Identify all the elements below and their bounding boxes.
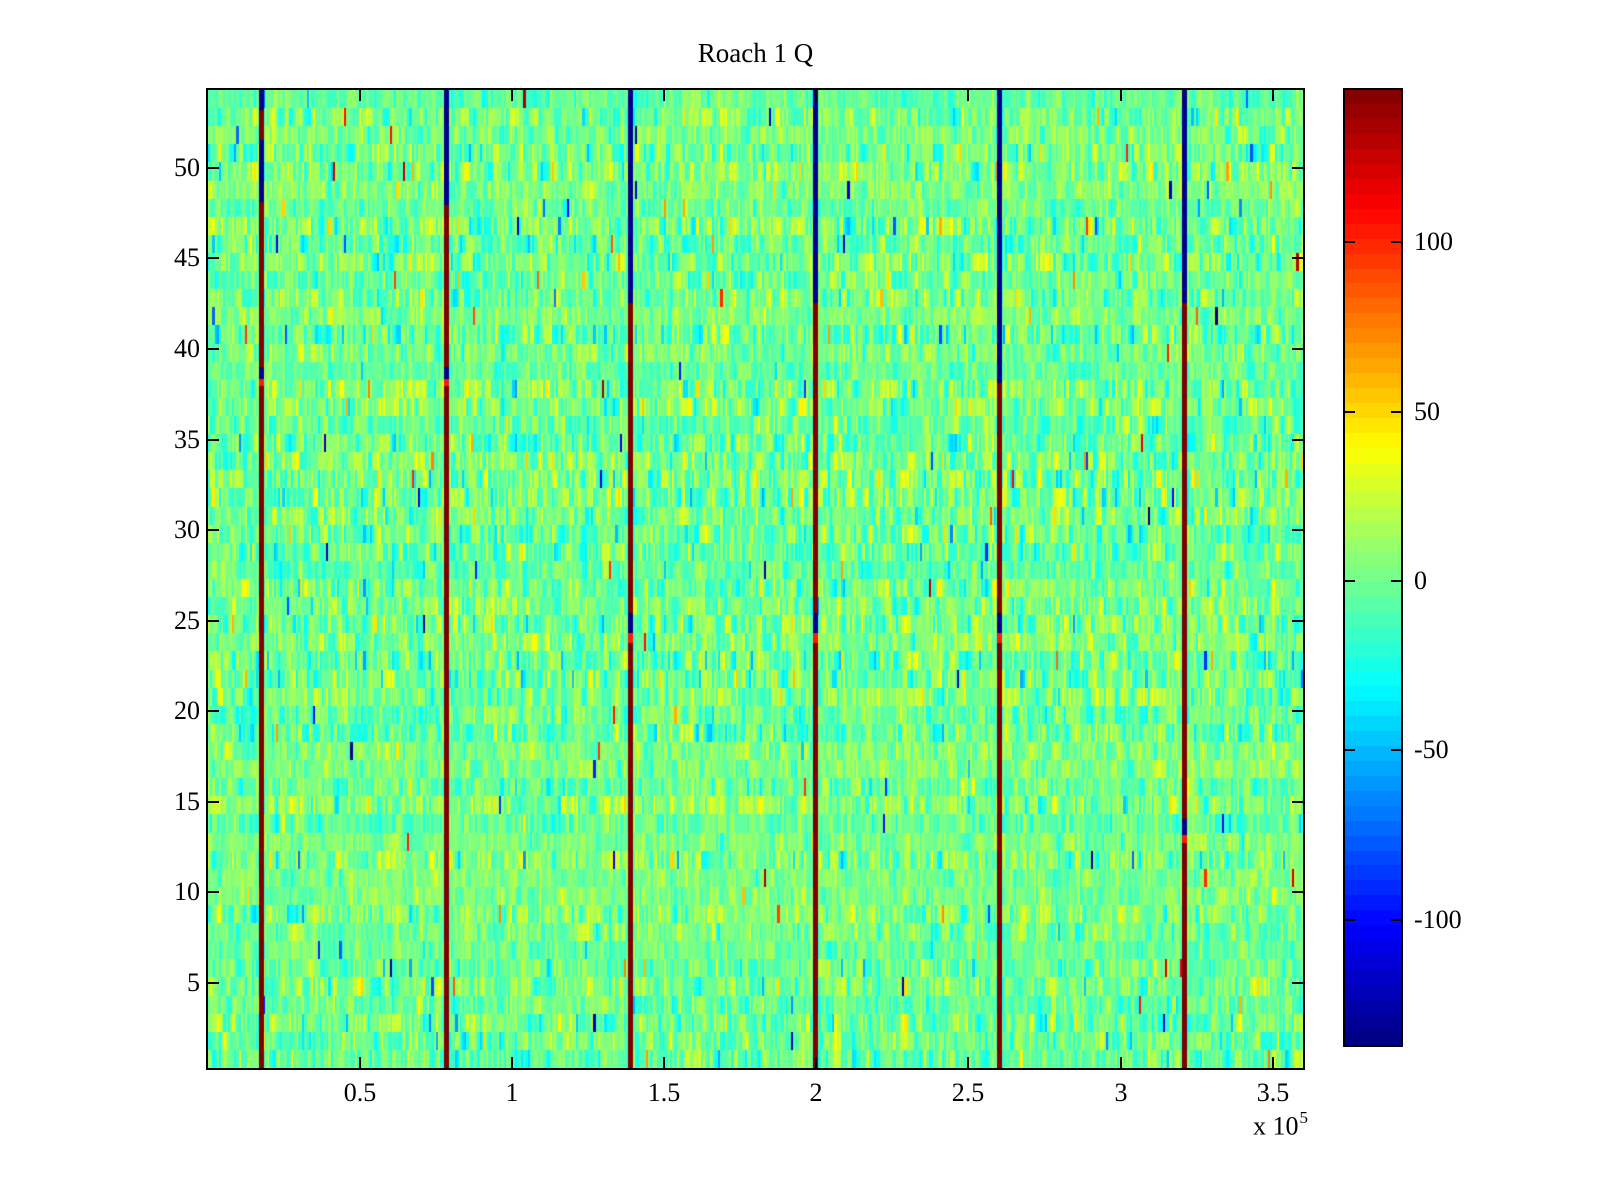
y-tick-label: 45	[174, 243, 200, 272]
tick-mark	[208, 529, 219, 531]
y-tick-label: 40	[174, 334, 200, 363]
exponent-power-text: 5	[1299, 1108, 1309, 1127]
tick-mark	[1292, 620, 1303, 622]
y-tick-label: 5	[187, 968, 200, 997]
exponent-base-text: x 10	[1253, 1111, 1299, 1141]
y-tick-label: 20	[174, 696, 200, 725]
tick-mark	[1292, 529, 1303, 531]
tick-mark	[208, 710, 219, 712]
x-tick-label: 3	[1114, 1078, 1128, 1107]
x-tick-label: 0.5	[343, 1078, 377, 1107]
tick-mark	[208, 439, 219, 441]
x-axis-exponent-label: x 105	[1170, 1108, 1309, 1142]
colorbar-box	[1343, 88, 1403, 1047]
tick-mark	[1120, 1057, 1122, 1068]
tick-mark	[663, 1057, 665, 1068]
tick-mark	[815, 90, 817, 101]
plot-axes-box	[206, 88, 1305, 1070]
tick-mark	[663, 90, 665, 101]
colorbar-tick-mark	[1345, 749, 1355, 751]
colorbar-tick-label: 0	[1414, 566, 1427, 595]
colorbar-tick-mark	[1391, 580, 1401, 582]
colorbar-tick-label: -50	[1414, 735, 1449, 764]
x-tick-label: 1.5	[647, 1078, 681, 1107]
tick-mark	[967, 90, 969, 101]
tick-mark	[815, 1057, 817, 1068]
colorbar-tick-label: 50	[1414, 397, 1440, 426]
tick-mark	[208, 257, 219, 259]
y-tick-label: 10	[174, 877, 200, 906]
tick-mark	[208, 167, 219, 169]
y-tick-label: 25	[174, 606, 200, 635]
tick-mark	[1292, 167, 1303, 169]
tick-mark	[208, 982, 219, 984]
colorbar-tick-mark	[1391, 411, 1401, 413]
colorbar-tick-label: 100	[1414, 227, 1453, 256]
tick-mark	[359, 90, 361, 101]
tick-mark	[208, 801, 219, 803]
tick-mark	[1292, 982, 1303, 984]
tick-mark	[208, 348, 219, 350]
tick-mark	[359, 1057, 361, 1068]
x-tick-label: 2	[809, 1078, 823, 1107]
tick-mark	[1292, 257, 1303, 259]
colorbar-canvas	[1345, 90, 1401, 1045]
tick-mark	[1120, 90, 1122, 101]
tick-mark	[1292, 439, 1303, 441]
tick-mark	[1292, 801, 1303, 803]
tick-mark	[1272, 90, 1274, 101]
tick-mark	[967, 1057, 969, 1068]
y-tick-label: 15	[174, 787, 200, 816]
y-tick-label: 30	[174, 515, 200, 544]
tick-mark	[1292, 348, 1303, 350]
tick-mark	[208, 891, 219, 893]
tick-mark	[1272, 1057, 1274, 1068]
colorbar-tick-mark	[1345, 411, 1355, 413]
colorbar-tick-mark	[1345, 580, 1355, 582]
y-tick-label: 35	[174, 425, 200, 454]
tick-mark	[511, 1057, 513, 1068]
tick-mark	[208, 620, 219, 622]
x-tick-label: 3.5	[1256, 1078, 1290, 1107]
tick-mark	[511, 90, 513, 101]
x-tick-label: 1	[505, 1078, 519, 1107]
colorbar-tick-mark	[1391, 749, 1401, 751]
heatmap-canvas	[208, 90, 1303, 1068]
x-tick-label: 2.5	[951, 1078, 985, 1107]
colorbar-tick-mark	[1391, 919, 1401, 921]
colorbar-tick-label: -100	[1414, 905, 1462, 934]
chart-title: Roach 1 Q	[697, 38, 814, 68]
colorbar-tick-mark	[1345, 241, 1355, 243]
y-tick-label: 50	[174, 153, 200, 182]
colorbar-tick-mark	[1345, 919, 1355, 921]
colorbar-tick-mark	[1391, 241, 1401, 243]
tick-mark	[1292, 891, 1303, 893]
tick-mark	[1292, 710, 1303, 712]
